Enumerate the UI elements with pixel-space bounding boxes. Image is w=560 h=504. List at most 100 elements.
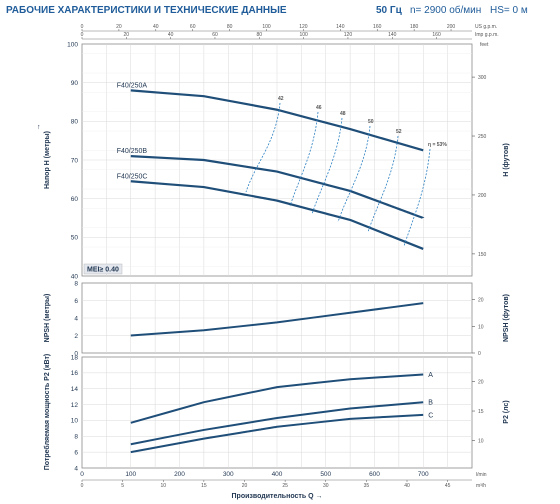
power-ytick-label: 6 xyxy=(74,449,78,456)
chart-title: РАБОЧИЕ ХАРАКТЕРИСТИКИ И ТЕХНИЧЕСКИЕ ДАН… xyxy=(6,5,287,16)
power-curve-label: B xyxy=(428,400,433,407)
head-y2tick-label: 150 xyxy=(478,252,487,258)
hs-label: HS= 0 м xyxy=(490,5,528,16)
imp-gpm-tick-label: 20 xyxy=(124,32,130,38)
head-curve-label: F40/250B xyxy=(117,148,148,155)
head-curve-label: F40/250A xyxy=(117,82,148,89)
x-tick-label: 600 xyxy=(369,471,380,478)
imp-gpm-tick-label: 160 xyxy=(432,32,441,38)
x-tick-label: 500 xyxy=(320,471,331,478)
npsh-ytick-label: 0 xyxy=(74,350,78,357)
us-gpm-tick-label: 40 xyxy=(153,24,159,30)
head-y2tick-label: 200 xyxy=(478,193,487,199)
m3h-tick-label: 20 xyxy=(242,483,248,489)
m3h-tick-label: 40 xyxy=(404,483,410,489)
power-y2label: P2 (лс) xyxy=(503,400,510,423)
m3h-tick-label: 15 xyxy=(201,483,207,489)
npsh-y2label: NPSH (футов) xyxy=(503,294,510,342)
us-gpm-tick-label: 180 xyxy=(410,24,419,30)
efficiency-line xyxy=(311,117,343,215)
efficiency-label: 52 xyxy=(396,129,402,135)
power-ylabel: Потребляемая мощность P2 (кВт) xyxy=(43,354,51,470)
efficiency-label: 50 xyxy=(368,119,374,125)
head-ytick-label: 100 xyxy=(67,41,78,48)
us-gpm-tick-label: 80 xyxy=(227,24,233,30)
m3h-tick-label: 35 xyxy=(364,483,370,489)
head-ytick-label: 60 xyxy=(71,196,79,203)
imp-gpm-tick-label: 100 xyxy=(299,32,308,38)
x-tick-label: 0 xyxy=(80,471,84,478)
efficiency-line xyxy=(245,102,281,193)
mei-label: MEI≥ 0.40 xyxy=(87,267,119,274)
x-tick-label: 400 xyxy=(272,471,283,478)
npsh-y2tick-label: 0 xyxy=(478,351,481,357)
power-ytick-label: 16 xyxy=(71,370,79,377)
npsh-ytick-label: 8 xyxy=(74,280,78,287)
npsh-ytick-label: 6 xyxy=(74,298,78,305)
frequency-label: 50 Гц xyxy=(376,5,402,16)
power-ytick-label: 10 xyxy=(71,418,79,425)
npsh-ylabel: NPSH (метры) xyxy=(44,294,51,343)
m3h-tick-label: 25 xyxy=(282,483,288,489)
head-ytick-label: 70 xyxy=(71,157,79,164)
power-curve xyxy=(130,413,424,454)
head-y2-unit: feet xyxy=(480,42,489,48)
us-gpm-tick-label: 60 xyxy=(190,24,196,30)
us-gpm-tick-label: 100 xyxy=(262,24,271,30)
us-gpm-tick-label: 160 xyxy=(373,24,382,30)
imp-gpm-tick-label: 40 xyxy=(168,32,174,38)
x-unit-label: l/min xyxy=(476,472,487,478)
m3h-tick-label: 45 xyxy=(445,483,451,489)
head-curve-label: F40/250C xyxy=(117,173,148,180)
head-ytick-label: 90 xyxy=(71,80,79,87)
head-ylabel-arrow: ↑ xyxy=(37,124,41,131)
power-y2tick-label: 20 xyxy=(478,379,484,385)
us-gpm-tick-label: 0 xyxy=(81,24,84,30)
npsh-curve xyxy=(130,302,424,337)
m3h-tick-label: 0 xyxy=(81,483,84,489)
m3h-tick-label: 5 xyxy=(121,483,124,489)
power-y2tick-label: 15 xyxy=(478,409,484,415)
power-curve-label: C xyxy=(428,412,433,419)
imp-gpm-tick-label: 60 xyxy=(212,32,218,38)
head-ytick-label: 80 xyxy=(71,119,79,126)
head-curve xyxy=(130,180,424,250)
imp-gpm-tick-label: 0 xyxy=(81,32,84,38)
head-curve xyxy=(130,155,424,220)
head-ytick-label: 40 xyxy=(71,273,79,280)
power-curve xyxy=(130,401,424,446)
head-ylabel: Напор H (метры) xyxy=(44,131,51,189)
us-gpm-tick-label: 200 xyxy=(447,24,456,30)
imp-gpm-tick-label: 140 xyxy=(388,32,397,38)
power-curve-label: A xyxy=(428,372,433,379)
efficiency-line xyxy=(289,111,319,207)
m3h-tick-label: 10 xyxy=(160,483,166,489)
head-y2tick-label: 250 xyxy=(478,134,487,140)
us-gpm-tick-label: 20 xyxy=(116,24,122,30)
power-ytick-label: 12 xyxy=(71,402,79,409)
npsh-y2tick-label: 10 xyxy=(478,324,484,330)
npsh-ytick-label: 4 xyxy=(74,315,78,322)
x-tick-label: 200 xyxy=(174,471,185,478)
power-ytick-label: 8 xyxy=(74,434,78,441)
xlabel: Производительность Q → xyxy=(232,493,323,500)
x-tick-label: 100 xyxy=(125,471,136,478)
us-gpm-unit: US g.p.m. xyxy=(475,24,497,30)
imp-gpm-tick-label: 80 xyxy=(257,32,263,38)
us-gpm-tick-label: 140 xyxy=(336,24,345,30)
power-curve xyxy=(130,373,424,424)
efficiency-line xyxy=(367,135,399,233)
npsh-ytick-label: 2 xyxy=(74,333,78,340)
m3h-tick-label: 30 xyxy=(323,483,329,489)
speed-label: n= 2900 об/мин xyxy=(410,5,482,16)
power-ytick-label: 4 xyxy=(74,465,78,472)
head-y2label: H (футов) xyxy=(503,143,510,177)
imp-gpm-tick-label: 120 xyxy=(344,32,353,38)
x-tick-label: 300 xyxy=(223,471,234,478)
head-y2tick-label: 300 xyxy=(478,75,487,81)
efficiency-line xyxy=(403,148,431,247)
imp-gpm-unit: Imp g.p.m. xyxy=(475,32,499,38)
power-ytick-label: 14 xyxy=(71,386,79,393)
